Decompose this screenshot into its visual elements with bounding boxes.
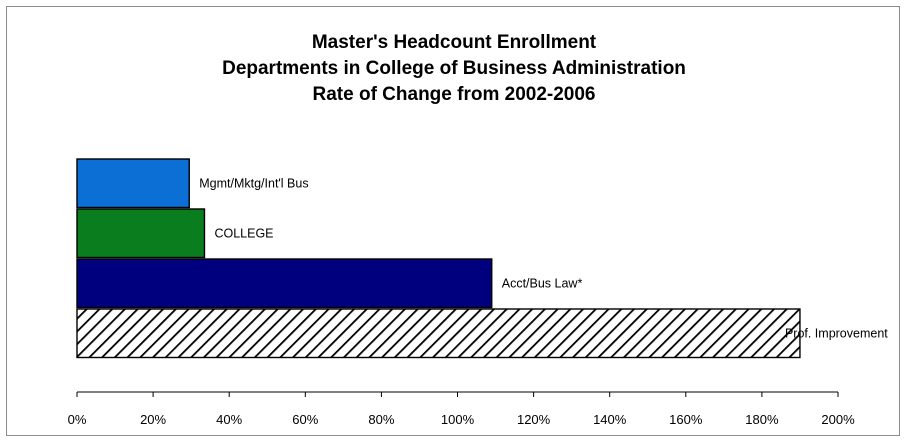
x-tick-label-6: 120%	[517, 412, 551, 427]
chart-title-line-3: Rate of Change from 2002-2006	[312, 84, 596, 105]
x-tick-label-0: 0%	[68, 412, 87, 427]
x-tick-label-8: 160%	[669, 412, 703, 427]
x-axis: 0% 20% 40% 60% 80% 100% 120% 140% 160% 180% 200%	[68, 391, 855, 427]
x-tick-label-10: 200%	[821, 412, 855, 427]
x-tick-label-7: 140%	[593, 412, 627, 427]
bars-group: Mgmt/Mktg/Int'l Bus COLLEGE Acct/Bus Law* P…	[76, 158, 888, 359]
x-tick-label-2: 40%	[216, 412, 242, 427]
x-tick-label-4: 80%	[368, 412, 394, 427]
bar-label-2: Acct/Bus Law*	[502, 276, 583, 290]
bar-3	[76, 308, 801, 359]
bar-1	[76, 208, 206, 259]
bar-label-0: Mgmt/Mktg/Int'l Bus	[199, 176, 308, 190]
x-tick-label-3: 60%	[292, 412, 318, 427]
x-tick-label-1: 20%	[140, 412, 166, 427]
bar-label-3: Prof. Improvement	[785, 326, 888, 340]
bar-label-1: COLLEGE	[214, 226, 273, 240]
chart-title-line-2: Departments in College of Business Admin…	[222, 58, 686, 79]
bar-0	[76, 158, 190, 209]
chart-title: Master's Headcount Enrollment Department…	[0, 30, 908, 108]
x-tick-label-5: 100%	[441, 412, 475, 427]
bar-2	[76, 258, 493, 309]
chart-title-line-1: Master's Headcount Enrollment	[311, 32, 597, 53]
x-tick-label-9: 180%	[745, 412, 779, 427]
